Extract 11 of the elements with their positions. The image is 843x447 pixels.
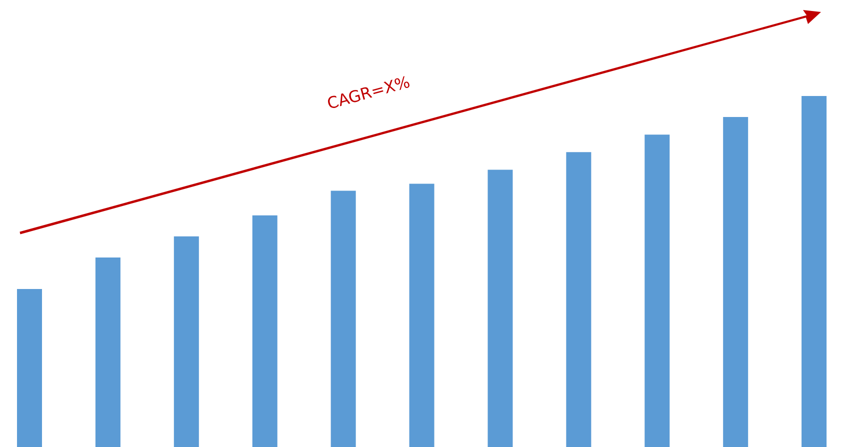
bar: [723, 117, 748, 447]
bar: [252, 215, 278, 447]
bar: [95, 257, 120, 447]
bar: [644, 134, 670, 447]
bar: [566, 152, 592, 447]
bar: [17, 289, 42, 447]
bar: [174, 236, 199, 447]
bar: [802, 96, 827, 447]
bar: [330, 190, 356, 447]
bar: [409, 184, 434, 447]
bar: [488, 170, 513, 447]
